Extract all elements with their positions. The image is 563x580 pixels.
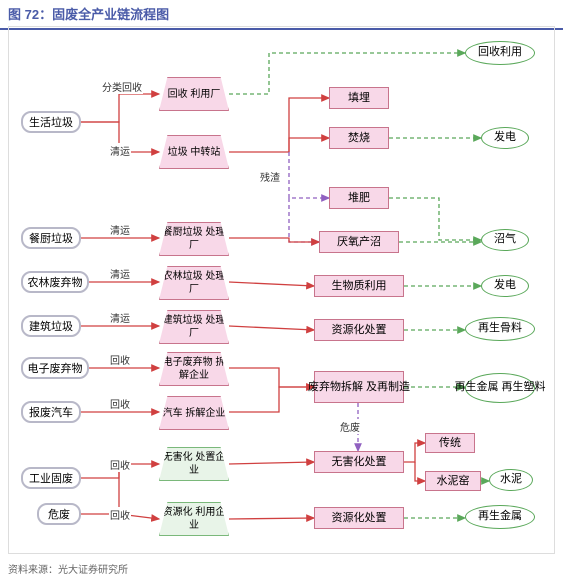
edge-label: 回收 — [109, 457, 131, 472]
output-node: 发电 — [481, 275, 529, 297]
output-node: 沼气 — [481, 229, 529, 251]
process-node: 资源化处置 — [314, 319, 404, 341]
edge-label: 清运 — [109, 222, 131, 237]
source-node: 电子废弃物 — [21, 357, 89, 379]
process-node: 传统 — [425, 433, 475, 453]
processor-node: 资源化 利用企业 — [159, 502, 229, 536]
source-footer: 资料来源：光大证券研究所 — [8, 561, 128, 576]
edge-label: 回收 — [109, 396, 131, 411]
process-node: 无害化处置 — [314, 451, 404, 473]
output-node: 水泥 — [489, 469, 533, 491]
process-node: 水泥窑 — [425, 471, 481, 491]
edge-label: 清运 — [109, 266, 131, 281]
processor-node: 餐厨垃圾 处理厂 — [159, 222, 229, 256]
process-node: 堆肥 — [329, 187, 389, 209]
output-node: 再生骨料 — [465, 317, 535, 341]
process-node: 生物质利用 — [314, 275, 404, 297]
output-node: 再生金属 再生塑料 — [465, 373, 535, 403]
output-node: 回收利用 — [465, 41, 535, 65]
processor-node: 建筑垃圾 处理厂 — [159, 310, 229, 344]
source-node: 农林废弃物 — [21, 271, 89, 293]
processor-node: 农林垃圾 处理厂 — [159, 266, 229, 300]
source-node: 餐厨垃圾 — [21, 227, 81, 249]
processor-node: 无害化 处置企业 — [159, 447, 229, 481]
source-node: 生活垃圾 — [21, 111, 81, 133]
figure-title: 图 72：固废全产业链流程图 — [8, 7, 169, 22]
edge-label: 清运 — [109, 310, 131, 325]
source-node: 建筑垃圾 — [21, 315, 81, 337]
process-node: 废弃物拆解 及再制造 — [314, 371, 404, 403]
source-node: 危废 — [37, 503, 81, 525]
edge-label: 分类回收 — [101, 79, 143, 94]
edge-label: 清运 — [109, 143, 131, 158]
processor-node: 电子废弃物 拆解企业 — [159, 352, 229, 386]
processor-node: 回收 利用厂 — [159, 77, 229, 111]
process-node: 资源化处置 — [314, 507, 404, 529]
processor-node: 汽车 拆解企业 — [159, 396, 229, 430]
process-node: 填埋 — [329, 87, 389, 109]
source-node: 报废汽车 — [21, 401, 81, 423]
edge-label: 回收 — [109, 352, 131, 367]
output-node: 发电 — [481, 127, 529, 149]
processor-node: 垃圾 中转站 — [159, 135, 229, 169]
process-node: 厌氧产沼 — [319, 231, 399, 253]
output-node: 再生金属 — [465, 505, 535, 529]
edge-label: 危废 — [339, 419, 361, 434]
source-node: 工业固废 — [21, 467, 81, 489]
edge-label: 回收 — [109, 507, 131, 522]
process-node: 焚烧 — [329, 127, 389, 149]
flowchart-canvas: 生活垃圾餐厨垃圾农林废弃物建筑垃圾电子废弃物报废汽车工业固废危废回收 利用厂垃圾… — [8, 26, 555, 554]
edge-label: 残渣 — [259, 169, 281, 184]
